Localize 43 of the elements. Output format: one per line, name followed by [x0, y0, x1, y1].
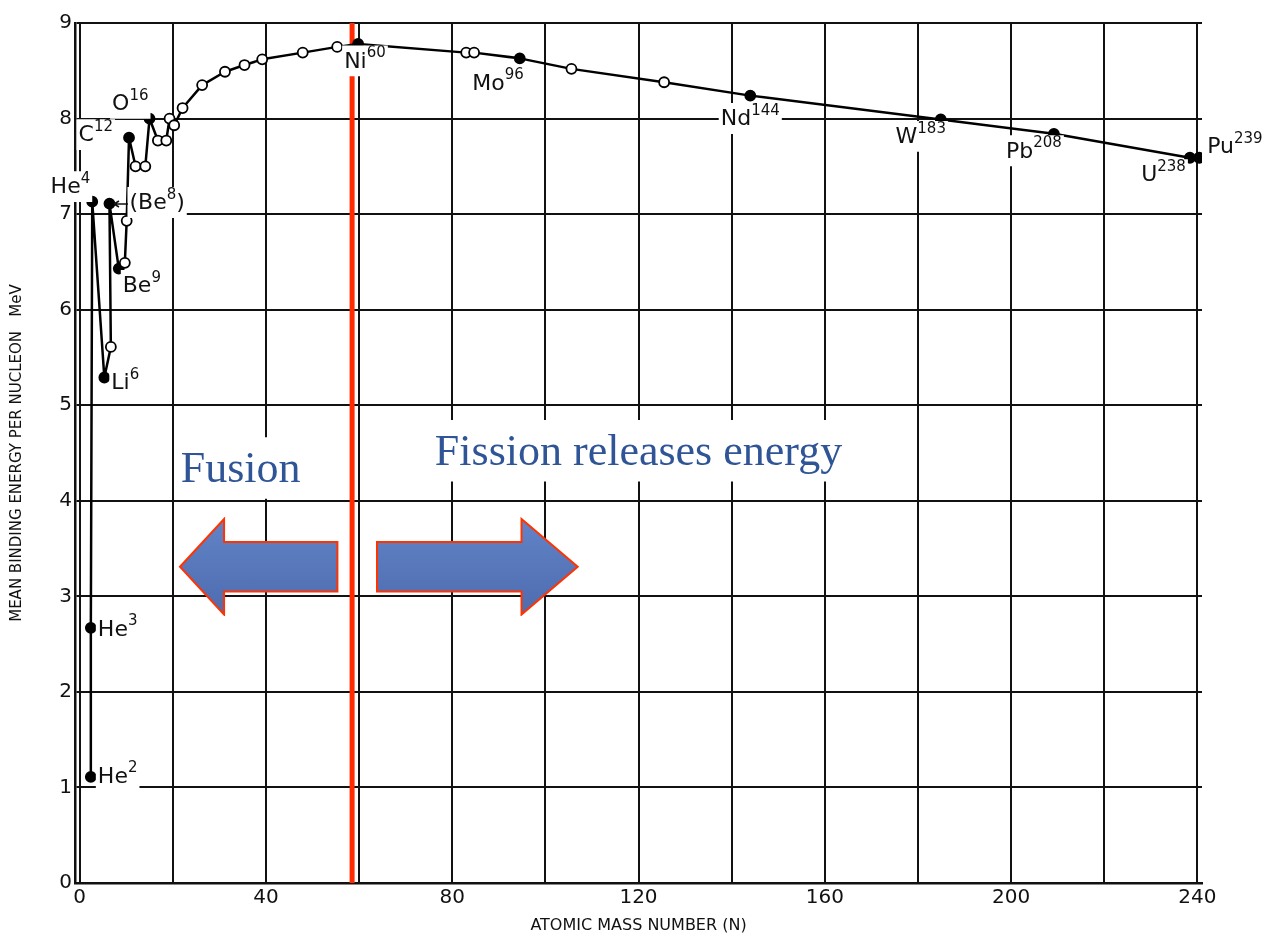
- point: [123, 131, 135, 144]
- point: [256, 53, 269, 66]
- y-tick-label: 3: [59, 582, 72, 607]
- point: [104, 341, 117, 353]
- point: [160, 134, 173, 147]
- y-tick-label: 2: [59, 678, 72, 703]
- annotation: Fusion: [180, 442, 301, 492]
- point: [196, 79, 209, 92]
- point: [98, 371, 111, 384]
- point: [468, 46, 481, 59]
- y-tick-label: 5: [59, 391, 72, 416]
- point: [219, 65, 231, 78]
- y-tick-label: 1: [59, 773, 72, 798]
- x-axis-title: ATOMIC MASS NUMBER (N): [530, 914, 747, 934]
- y-tick-label: 4: [59, 486, 72, 511]
- point: [120, 214, 133, 227]
- point: [118, 256, 131, 269]
- point: [176, 102, 189, 114]
- point: [565, 62, 578, 75]
- y-axis-title: MEAN BINDING ENERGY PER NUCLEON MeV: [6, 283, 25, 622]
- y-tick-label: 6: [59, 295, 72, 320]
- point: [84, 771, 97, 783]
- point: [168, 119, 181, 132]
- x-tick-label: 200: [991, 884, 1031, 909]
- x-tick-label: 120: [619, 884, 658, 909]
- point: [331, 40, 344, 53]
- point: [238, 59, 251, 71]
- point: [744, 89, 757, 102]
- x-tick-label: 160: [805, 884, 844, 909]
- annotation: Fission releases energy: [434, 425, 843, 475]
- y-tick-label: 8: [59, 104, 72, 129]
- x-tick-label: 40: [253, 884, 279, 909]
- point: [129, 160, 142, 173]
- point: [139, 160, 152, 173]
- y-tick-label: 7: [59, 200, 72, 225]
- y-tick-label: 9: [59, 9, 72, 34]
- x-tick-label: 80: [439, 884, 465, 909]
- point: [658, 76, 671, 89]
- point: [84, 621, 97, 634]
- point: [103, 197, 116, 210]
- x-tick-label: 240: [1178, 884, 1217, 909]
- point: [513, 52, 526, 65]
- point: [296, 46, 309, 59]
